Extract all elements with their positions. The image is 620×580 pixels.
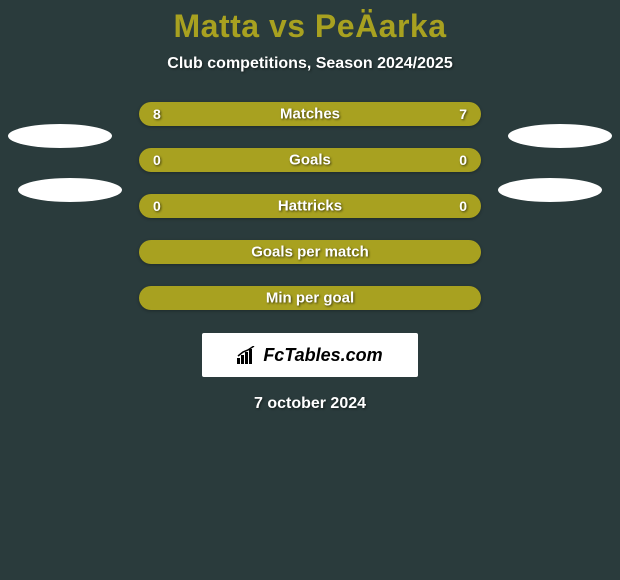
stat-label: Matches [280,106,340,123]
stat-row: Goals per match [0,239,620,265]
page-title: Matta vs PeÄarka [173,8,446,45]
stat-bar: 8 Matches 7 [139,102,481,126]
branding-badge: FcTables.com [202,333,418,377]
stat-row: 0 Goals 0 [0,147,620,173]
player-marker-left [18,178,122,202]
stat-label: Min per goal [266,290,354,307]
stat-bar: 0 Hattricks 0 [139,194,481,218]
player-marker-left [8,124,112,148]
stat-label: Hattricks [278,198,342,215]
stat-value-right: 0 [459,152,467,168]
stat-value-right: 7 [459,106,467,122]
stat-row: Min per goal [0,285,620,311]
stat-bar: 0 Goals 0 [139,148,481,172]
chart-icon [237,346,259,364]
stat-bar: Min per goal [139,286,481,310]
stat-value-left: 8 [153,106,161,122]
stat-label: Goals [289,152,331,169]
stat-value-left: 0 [153,198,161,214]
stat-value-right: 0 [459,198,467,214]
stat-value-left: 0 [153,152,161,168]
branding-text: FcTables.com [237,345,382,366]
stat-label: Goals per match [251,244,369,261]
date-text: 7 october 2024 [254,395,366,413]
branding-label: FcTables.com [263,345,382,366]
stat-bar: Goals per match [139,240,481,264]
player-marker-right [498,178,602,202]
comparison-container: Matta vs PeÄarka Club competitions, Seas… [0,0,620,413]
player-marker-right [508,124,612,148]
stat-row: 8 Matches 7 [0,101,620,127]
subtitle: Club competitions, Season 2024/2025 [167,55,452,73]
